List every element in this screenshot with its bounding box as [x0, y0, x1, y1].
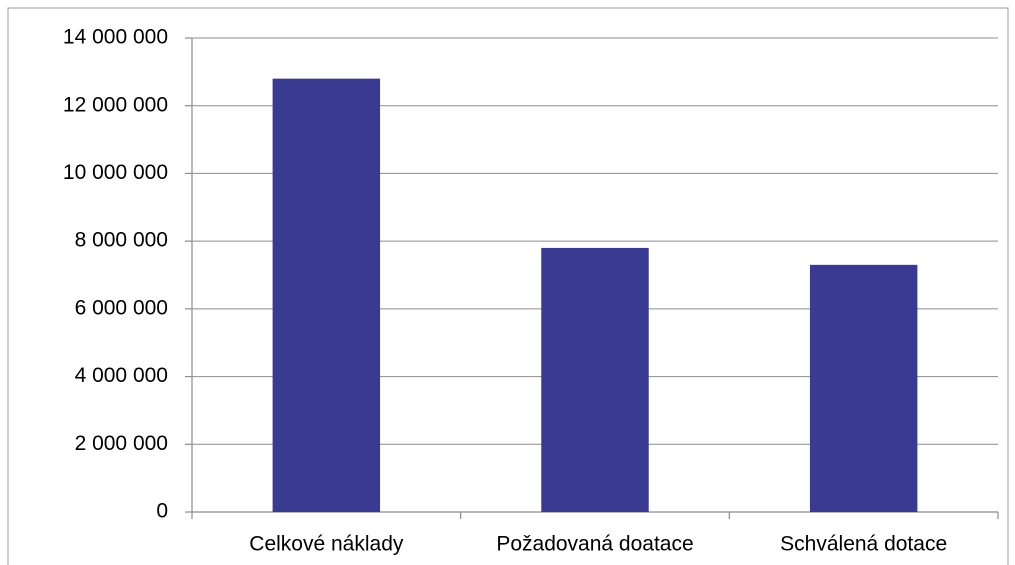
y-tick-label: 8 000 000 [75, 229, 168, 252]
y-tick-label: 10 000 000 [63, 161, 168, 184]
y-tick-label: 6 000 000 [75, 296, 168, 319]
x-tick-label: Schválená dotace [780, 533, 947, 556]
x-tick-label: Celkové náklady [249, 533, 404, 556]
bar [809, 264, 918, 512]
y-tick-label: 12 000 000 [63, 93, 168, 116]
y-tick-label: 2 000 000 [75, 432, 168, 455]
x-tick-label: Požadovaná doatace [496, 533, 693, 556]
bar [272, 78, 381, 512]
y-tick-label: 0 [156, 500, 168, 523]
bar [541, 247, 649, 512]
y-tick-label: 14 000 000 [63, 26, 168, 49]
y-tick-label: 4 000 000 [75, 364, 168, 387]
